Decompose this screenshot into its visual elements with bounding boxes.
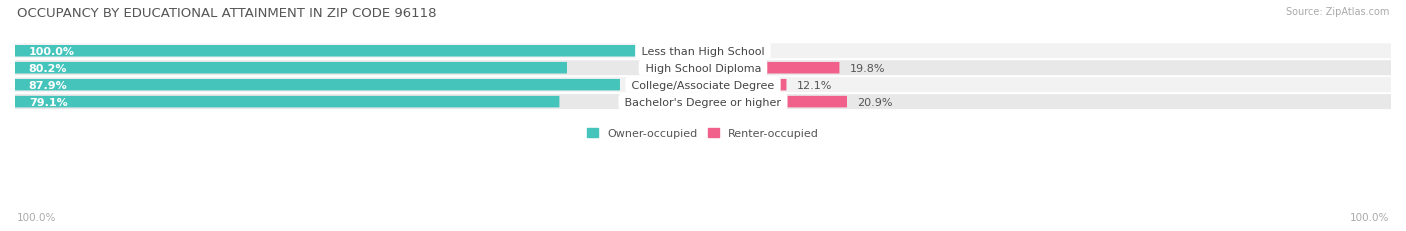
Text: Bachelor's Degree or higher: Bachelor's Degree or higher xyxy=(621,97,785,107)
Text: 12.1%: 12.1% xyxy=(797,80,832,90)
Text: 100.0%: 100.0% xyxy=(1350,212,1389,222)
FancyBboxPatch shape xyxy=(703,97,846,108)
FancyBboxPatch shape xyxy=(703,63,839,74)
Text: 100.0%: 100.0% xyxy=(17,212,56,222)
Text: Less than High School: Less than High School xyxy=(638,47,768,57)
Text: OCCUPANCY BY EDUCATIONAL ATTAINMENT IN ZIP CODE 96118: OCCUPANCY BY EDUCATIONAL ATTAINMENT IN Z… xyxy=(17,7,436,20)
Text: 100.0%: 100.0% xyxy=(28,47,75,57)
Text: College/Associate Degree: College/Associate Degree xyxy=(628,80,778,90)
FancyBboxPatch shape xyxy=(703,46,713,57)
Text: 20.9%: 20.9% xyxy=(858,97,893,107)
Text: 87.9%: 87.9% xyxy=(28,80,67,90)
FancyBboxPatch shape xyxy=(15,46,703,57)
FancyBboxPatch shape xyxy=(14,61,1392,76)
FancyBboxPatch shape xyxy=(15,79,620,91)
Text: 19.8%: 19.8% xyxy=(849,64,884,73)
Text: Source: ZipAtlas.com: Source: ZipAtlas.com xyxy=(1285,7,1389,17)
FancyBboxPatch shape xyxy=(14,44,1392,59)
FancyBboxPatch shape xyxy=(15,63,567,74)
Text: 79.1%: 79.1% xyxy=(28,97,67,107)
FancyBboxPatch shape xyxy=(15,97,560,108)
Legend: Owner-occupied, Renter-occupied: Owner-occupied, Renter-occupied xyxy=(582,124,824,143)
Text: 80.2%: 80.2% xyxy=(28,64,67,73)
Text: High School Diploma: High School Diploma xyxy=(641,64,765,73)
FancyBboxPatch shape xyxy=(14,78,1392,93)
Text: 0.0%: 0.0% xyxy=(713,47,741,57)
FancyBboxPatch shape xyxy=(14,95,1392,110)
FancyBboxPatch shape xyxy=(703,79,786,91)
